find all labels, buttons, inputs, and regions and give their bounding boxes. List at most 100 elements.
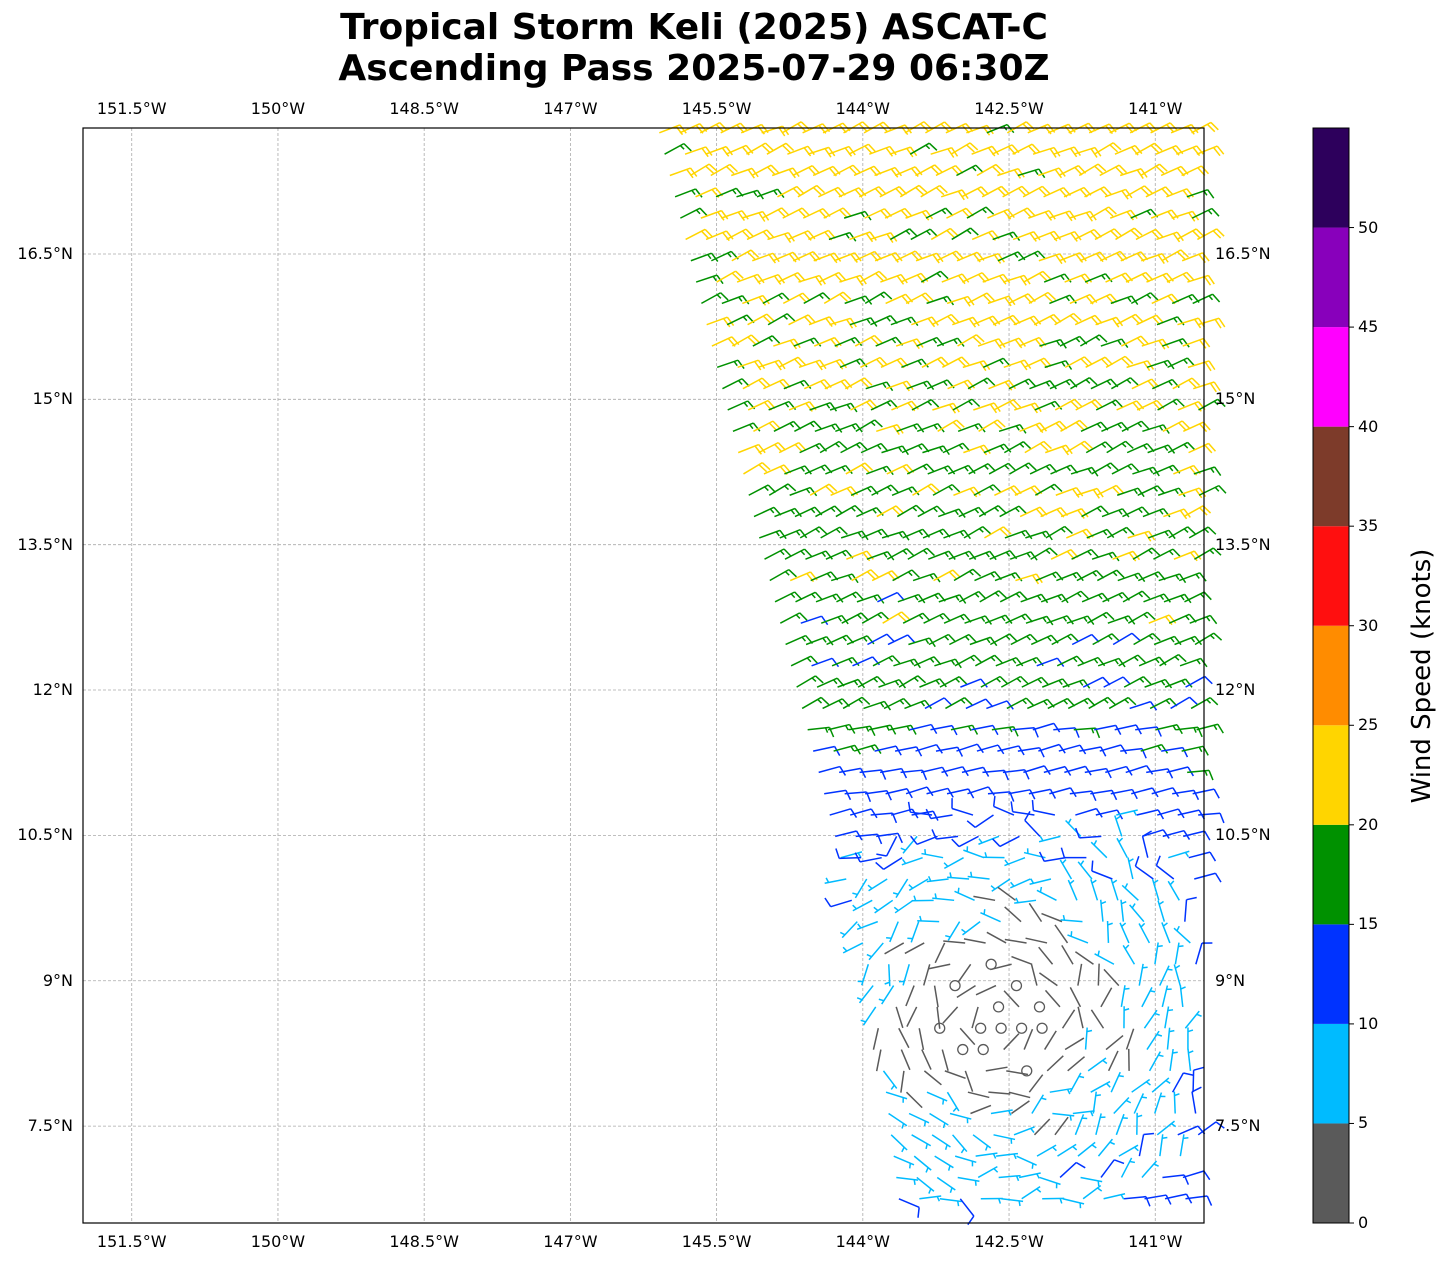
wind-barb: [784, 465, 812, 475]
wind-barb: [1099, 899, 1107, 922]
wind-barb: [1177, 317, 1205, 329]
wind-barb: [1103, 676, 1132, 688]
wind-barb: [942, 356, 970, 369]
wind-barb: [934, 658, 962, 669]
lat-label-right-2: 13.5°N: [1215, 534, 1271, 554]
wind-barb: [1133, 632, 1161, 646]
wind-barb: [1000, 675, 1029, 688]
wind-barb: [1008, 378, 1037, 390]
wind-barb: [988, 462, 1017, 475]
wind-barb: [893, 899, 914, 914]
wind-barb: [1054, 398, 1083, 411]
wind-barb: [737, 359, 766, 371]
wind-barb: [834, 336, 863, 347]
wind-barb: [873, 899, 894, 914]
wind-barb: [926, 1091, 948, 1105]
wind-barb: [849, 317, 878, 327]
wind-barb: [877, 591, 905, 603]
wind-barb: [973, 895, 996, 902]
wind-barb: [1046, 615, 1074, 625]
lon-label-bottom-5: 144°W: [835, 1232, 890, 1251]
wind-barb: [732, 334, 760, 347]
wind-barb: [1182, 1170, 1211, 1181]
wind-barb: [954, 887, 975, 901]
wind-barb: [1146, 768, 1174, 779]
wind-barb: [1157, 900, 1166, 922]
wind-barb: [1097, 963, 1100, 986]
lon-label-top-5: 144°W: [835, 99, 890, 118]
wind-barb: [1082, 1184, 1103, 1200]
wind-barb: [953, 568, 982, 582]
wind-barb: [950, 724, 979, 735]
wind-barb: [936, 1176, 956, 1193]
wind-barb: [905, 1091, 923, 1109]
wind-barb: [1090, 879, 1099, 901]
wind-barb: [721, 295, 750, 305]
wind-barb: [917, 915, 940, 923]
wind-barb: [807, 146, 836, 158]
wind-barb: [1197, 1121, 1225, 1136]
wind-barb: [1144, 678, 1173, 689]
wind-barb: [1187, 1048, 1194, 1071]
wind-barb: [895, 338, 924, 350]
wind-barb: [887, 634, 916, 646]
wind-barb: [901, 856, 923, 866]
wind-barb: [1059, 1161, 1086, 1179]
wind-barb: [867, 878, 888, 892]
wind-barb: [705, 145, 734, 157]
wind-barb: [1028, 1074, 1044, 1093]
lat-label-left-3: 12°N: [32, 680, 73, 700]
wind-barb: [1008, 1091, 1031, 1099]
wind-barb: [1099, 744, 1128, 755]
wind-barb: [948, 550, 977, 560]
wind-barb: [837, 678, 866, 689]
wind-barb: [1112, 632, 1141, 646]
wind-barb: [1106, 440, 1134, 454]
wind-barb: [1038, 851, 1067, 863]
wind-barb: [1138, 1132, 1155, 1157]
wind-barb: [842, 942, 864, 954]
wind-barb: [1183, 830, 1211, 841]
wind-barb: [893, 1155, 915, 1169]
wind-barb: [829, 808, 858, 818]
wind-barb: [860, 1006, 877, 1026]
wind-barb: [896, 423, 925, 433]
wind-barb: [916, 1176, 935, 1194]
wind-barb: [1074, 827, 1102, 839]
wind-barb: [1039, 338, 1067, 349]
wind-barb: [1127, 611, 1156, 624]
wind-barb: [1170, 123, 1199, 135]
wind-barb: [977, 252, 1005, 264]
wind-barb: [1157, 398, 1185, 411]
wind-barb: [852, 878, 868, 899]
wind-barb: [1115, 227, 1143, 241]
wind-barb: [964, 615, 993, 625]
wind-barb: [1034, 483, 1063, 496]
wind-barb: [1044, 360, 1073, 370]
wind-barb: [1127, 530, 1156, 542]
wind-barb: [1064, 1037, 1085, 1051]
wind-barb: [1015, 1022, 1028, 1034]
wind-barb: [1174, 635, 1203, 646]
wind-barb: [857, 675, 886, 688]
wind-barb: [967, 786, 995, 796]
wind-barb: [967, 871, 990, 880]
wind-barb: [1110, 295, 1139, 305]
wind-barb: [849, 808, 878, 819]
wind-barb: [928, 633, 957, 646]
wind-barb: [1146, 1030, 1163, 1050]
wind-barb: [884, 942, 905, 955]
wind-barb: [1166, 271, 1195, 283]
wind-barb: [1067, 1056, 1086, 1072]
wind-barb: [1061, 944, 1074, 965]
wind-barb: [1094, 228, 1123, 241]
wind-barb: [1036, 1022, 1048, 1034]
wind-barb: [911, 316, 939, 328]
wind-barb: [680, 207, 708, 219]
wind-barb: [1105, 1034, 1124, 1051]
wind-barb: [659, 124, 687, 136]
wind-barb: [872, 655, 901, 667]
wind-barb: [742, 294, 770, 306]
wind-barb: [923, 612, 951, 624]
